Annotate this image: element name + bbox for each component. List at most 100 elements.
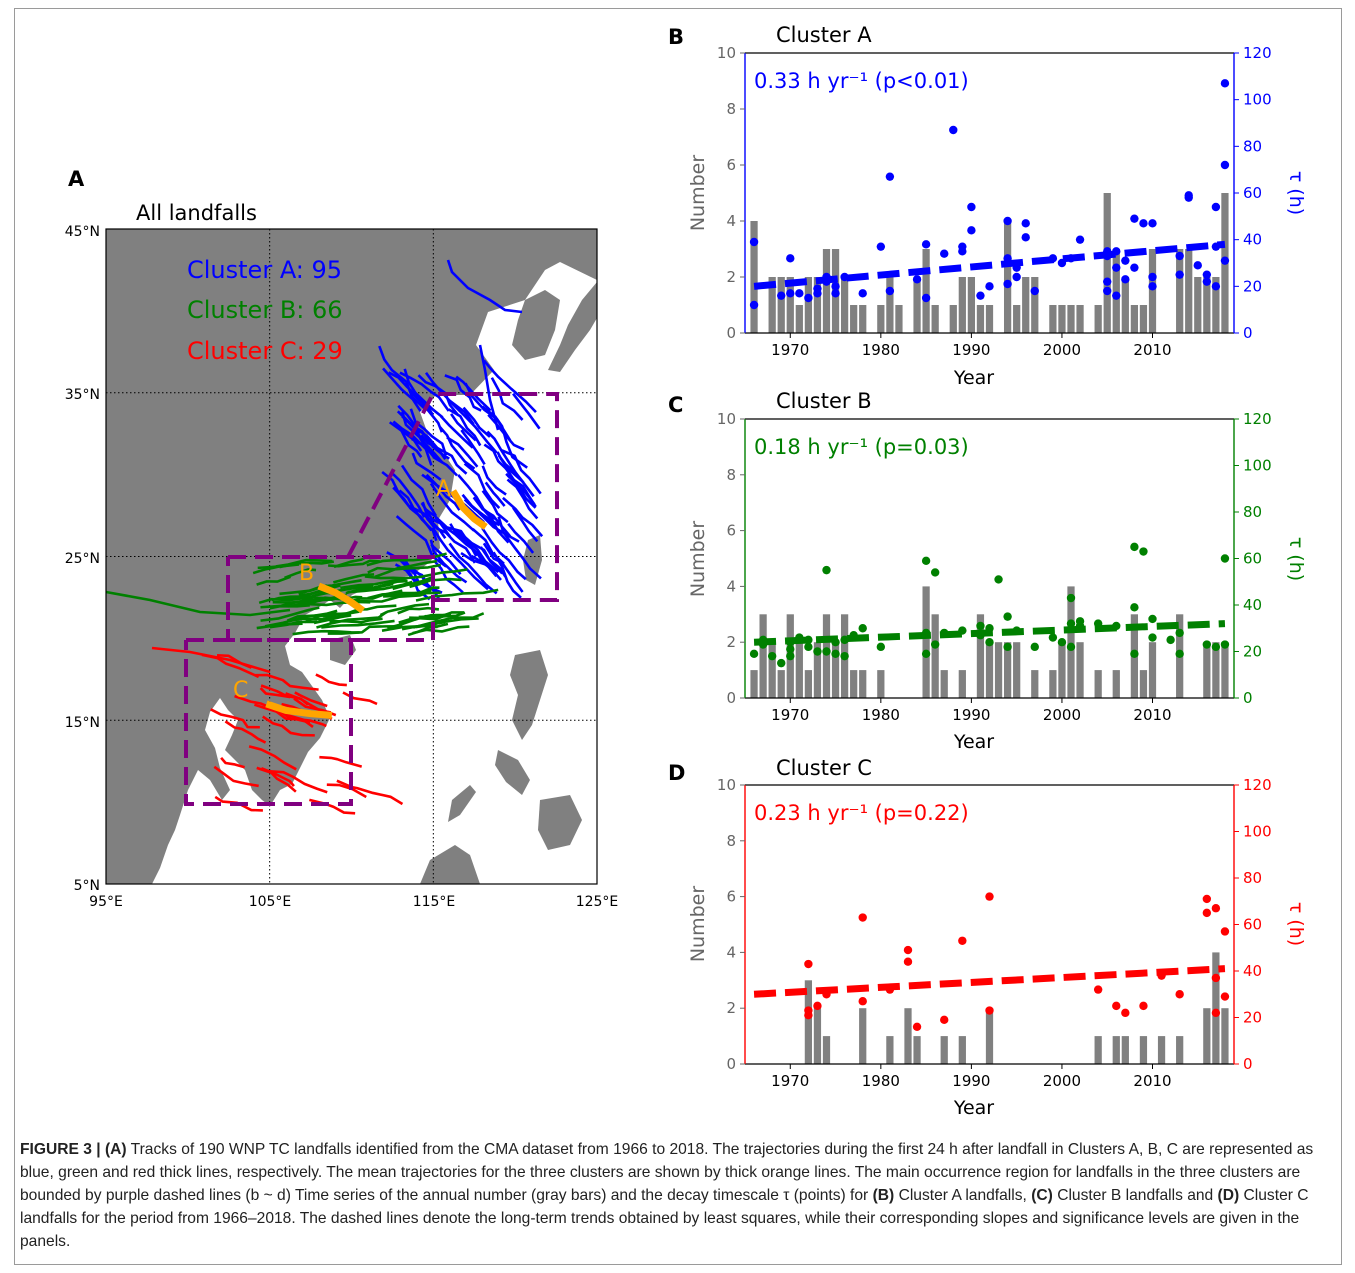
tau-point: [813, 647, 822, 656]
lon-tick-125: 125°E: [576, 894, 619, 910]
count-bar: [985, 1008, 994, 1064]
track-line: [383, 586, 440, 598]
track-line: [326, 783, 367, 799]
track-line: [463, 462, 501, 509]
occurrence-regions: [184, 392, 559, 806]
panel-letter-c: C: [668, 393, 683, 417]
track-line: [474, 550, 498, 577]
tau-point: [1075, 621, 1085, 631]
count-bar: [1058, 305, 1066, 333]
y-tick-label: 4: [726, 212, 736, 230]
track-line: [481, 465, 507, 496]
mean-track-c: [265, 700, 333, 719]
y2-tick-label: 0: [1243, 1055, 1253, 1073]
tau-point: [1066, 642, 1076, 652]
track-line: [285, 692, 332, 714]
count-bar: [958, 277, 966, 333]
tau-point: [1220, 992, 1230, 1001]
count-bar: [1157, 1036, 1166, 1064]
track-line: [255, 673, 319, 691]
y-tick-label: 6: [726, 522, 736, 540]
figure-svg: A All landfalls: [65, 23, 1307, 1119]
count-bar: [1022, 277, 1030, 333]
tracks-cluster-b: [105, 552, 499, 637]
tau-point: [885, 172, 895, 181]
tau-point: [921, 240, 931, 249]
track-line: [327, 625, 403, 635]
track-line: [439, 415, 474, 449]
track-line: [234, 694, 294, 722]
tau-point: [958, 626, 967, 635]
y-tick-label: 6: [726, 156, 736, 174]
tau-point: [930, 640, 940, 649]
caption-run: Tracks of 190 WNP TC landfalls identifie…: [20, 1141, 1314, 1204]
visayas-land: [495, 750, 530, 795]
count-bar: [931, 614, 939, 698]
count-bar: [1221, 1008, 1229, 1064]
count-bar: [859, 670, 867, 698]
count-bar: [804, 277, 813, 333]
count-bar: [768, 642, 776, 698]
tau-point: [876, 642, 886, 652]
y-tick-label: 0: [726, 1055, 736, 1073]
count-bar: [1031, 670, 1039, 698]
tau-point: [940, 1015, 949, 1025]
y-tick-label: 6: [726, 888, 736, 906]
count-bar: [922, 586, 930, 698]
track-line: [484, 481, 506, 507]
tau-point: [1121, 1008, 1130, 1018]
lat-tick-5: 5°N: [74, 878, 100, 894]
tau-point: [1211, 282, 1221, 291]
tau-point: [1066, 254, 1076, 263]
tau-point: [1003, 216, 1012, 226]
count-bar: [822, 614, 831, 698]
count-bar: [850, 305, 858, 333]
track-line: [503, 466, 536, 506]
caption-run: (D): [1217, 1187, 1240, 1204]
legend-cluster-a: Cluster A: 95: [187, 256, 342, 284]
cluster-b-trend-annotation: 0.18 h yr⁻¹ (p=0.03): [754, 435, 969, 459]
count-bar: [1185, 249, 1193, 333]
trend-line: [753, 620, 1226, 646]
count-bar: [813, 277, 822, 333]
track-line: [462, 406, 491, 438]
tau-point: [1211, 242, 1221, 251]
track-line: [424, 507, 478, 557]
count-bar: [813, 1008, 822, 1064]
tau-point: [858, 624, 867, 633]
count-bar: [777, 670, 785, 698]
count-bar: [840, 277, 849, 333]
tracks-cluster-c: [151, 646, 404, 815]
tau-point: [804, 293, 813, 303]
x-tick-label: 1990: [952, 706, 990, 724]
tau-point: [795, 289, 804, 298]
count-bar: [895, 305, 903, 333]
tau-point: [1112, 247, 1121, 256]
count-bar: [759, 614, 767, 698]
tau-point: [985, 624, 994, 633]
y-tick-label: 2: [726, 268, 736, 286]
track-line: [374, 559, 437, 579]
track-line: [502, 496, 544, 538]
count-bar: [1094, 305, 1102, 333]
tau-point: [840, 635, 849, 645]
tau-point: [1003, 642, 1012, 652]
tau-point: [930, 568, 940, 577]
tau-point: [1093, 619, 1103, 628]
count-bar: [994, 642, 1003, 698]
tau-point: [758, 635, 768, 645]
tau-point: [949, 125, 958, 135]
y2-tick-label: 40: [1243, 231, 1262, 249]
tau-point: [985, 638, 994, 647]
tracks-cluster-a: [378, 259, 544, 601]
count-bar: [985, 305, 994, 333]
figure-frame: [14, 8, 1342, 1265]
lon-tick-105: 105°E: [249, 894, 292, 910]
tau-point: [1093, 985, 1103, 994]
tau-point: [1148, 282, 1157, 291]
count-bar: [750, 670, 758, 698]
track-line: [389, 471, 426, 518]
count-bar: [1203, 1008, 1211, 1064]
count-bar: [976, 614, 985, 698]
tau-point: [912, 1022, 922, 1031]
